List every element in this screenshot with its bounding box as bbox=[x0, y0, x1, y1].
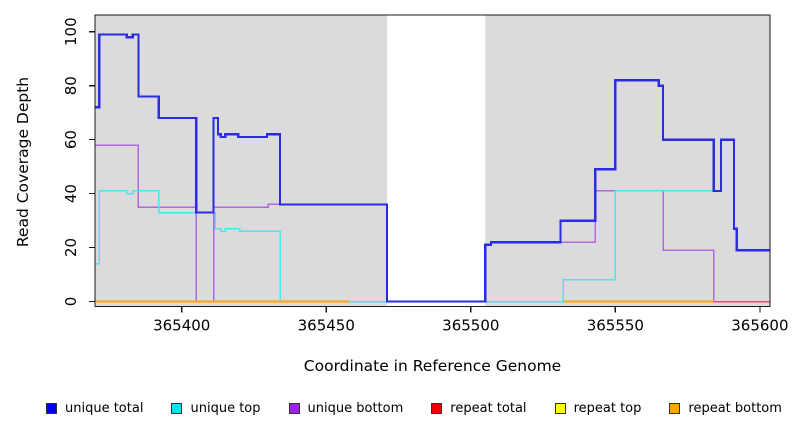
legend-entry-repeat-total: repeat total bbox=[431, 400, 527, 416]
x-tick-label-365450: 365450 bbox=[298, 317, 355, 335]
legend-entry-unique-total: unique total bbox=[46, 402, 143, 415]
legend-label-repeat-top: repeat top bbox=[573, 400, 642, 416]
x-tick-label-365400: 365400 bbox=[153, 317, 210, 335]
legend-swatch-repeat-bottom bbox=[669, 402, 681, 414]
plot-box bbox=[94, 14, 771, 308]
x-tick-label-365550: 365550 bbox=[587, 317, 644, 335]
coverage-plot-canvas: 365400 365450 365500 365550 365600 0 20 40 60 80 1… bbox=[62, 14, 789, 335]
y-tick-label-80: 80 bbox=[62, 76, 80, 95]
x-axis-title: Coordinate in Reference Genome bbox=[303, 357, 562, 375]
plot-background-region-2 bbox=[485, 15, 770, 307]
series-line-unique-total bbox=[95, 33, 770, 303]
legend-swatch-unique-bottom bbox=[288, 402, 300, 414]
legend-label-repeat-bottom: repeat bottom bbox=[688, 400, 782, 416]
legend-swatch-repeat-top bbox=[554, 402, 566, 414]
legend-swatch-repeat-total bbox=[431, 402, 443, 414]
legend-entry-unique-bottom: unique bottom bbox=[288, 400, 404, 416]
y-tick-label-100: 100 bbox=[62, 17, 80, 46]
y-tick-label-0: 0 bbox=[62, 297, 80, 307]
y-axis-title: Read Coverage Depth bbox=[14, 76, 32, 248]
y-tick-label-20: 20 bbox=[62, 238, 80, 257]
legend-label-unique-total: unique total bbox=[65, 400, 144, 416]
x-tick-label-365600: 365600 bbox=[731, 317, 788, 335]
legend-swatch-unique-top bbox=[171, 402, 183, 414]
legend-label-unique-top: unique top bbox=[190, 400, 261, 416]
y-tick-label-40: 40 bbox=[62, 184, 80, 203]
legend-swatch-unique-total bbox=[46, 402, 57, 414]
legend-entry-repeat-bottom: repeat bottom bbox=[669, 402, 782, 415]
x-tick-label-365500: 365500 bbox=[442, 317, 499, 335]
legend-label-repeat-total: repeat total bbox=[450, 400, 527, 416]
series-layer bbox=[95, 33, 770, 303]
legend-entry-unique-top: unique top bbox=[171, 400, 261, 416]
plot-background-region-1 bbox=[95, 15, 387, 307]
legend-entry-repeat-top: repeat top bbox=[554, 400, 642, 416]
legend-label-unique-bottom: unique bottom bbox=[307, 400, 404, 416]
legend: unique total unique top unique bottom repea… bbox=[46, 396, 782, 420]
y-tick-label-60: 60 bbox=[62, 130, 80, 149]
